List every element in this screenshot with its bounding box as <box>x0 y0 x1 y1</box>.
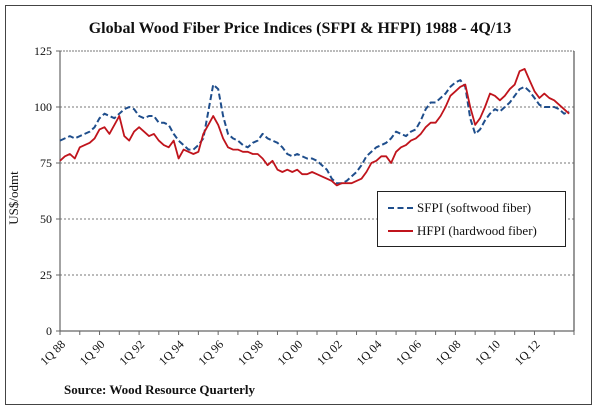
x-tick-label: 1Q 92 <box>116 337 147 368</box>
y-tick-label: 75 <box>40 156 52 170</box>
series-lines <box>59 68 570 187</box>
x-tick-label: 1Q 04 <box>354 337 385 368</box>
x-tick-label: 1Q 02 <box>314 337 345 368</box>
legend: SFPI (softwood fiber) HFPI (hardwood fib… <box>377 191 566 247</box>
legend-swatch-hfpi <box>388 230 413 232</box>
legend-item-sfpi: SFPI (softwood fiber) <box>388 200 531 216</box>
legend-label-hfpi: HFPI (hardwood fiber) <box>417 223 537 238</box>
legend-swatch-sfpi <box>388 207 413 209</box>
y-ticks: 0 25 50 75 100 125 <box>34 44 60 338</box>
y-tick-label: 25 <box>40 268 52 282</box>
y-tick-label: 0 <box>46 324 52 338</box>
x-ticks: 1Q 88 1Q 90 1Q 92 1Q 94 1Q 96 1Q 98 1Q 00 1Q 02… <box>37 331 575 368</box>
x-tick-label: 1Q 94 <box>156 337 187 368</box>
y-tick-label: 100 <box>34 100 52 114</box>
x-tick-label: 1Q 88 <box>37 337 68 368</box>
source-note: Source: Wood Resource Quarterly <box>64 382 256 397</box>
x-tick-label: 1Q 00 <box>274 337 305 368</box>
legend-item-hfpi: HFPI (hardwood fiber) <box>388 223 537 239</box>
y-tick-label: 125 <box>34 44 52 58</box>
y-tick-label: 50 <box>40 212 52 226</box>
x-tick-label: 1Q 10 <box>472 337 503 368</box>
x-tick-label: 1Q 06 <box>393 337 424 368</box>
legend-label-sfpi: SFPI (softwood fiber) <box>417 200 532 215</box>
series-line-hfpi <box>59 68 570 187</box>
x-tick-label: 1Q 96 <box>195 337 226 368</box>
x-tick-label: 1Q 90 <box>77 337 108 368</box>
x-tick-label: 1Q 12 <box>512 337 543 368</box>
chart-title: Global Wood Fiber Price Indices (SFPI & … <box>88 20 512 37</box>
x-tick-label: 1Q 98 <box>235 337 266 368</box>
series-line-sfpi <box>59 79 570 185</box>
x-tick-label: 1Q 08 <box>433 337 464 368</box>
